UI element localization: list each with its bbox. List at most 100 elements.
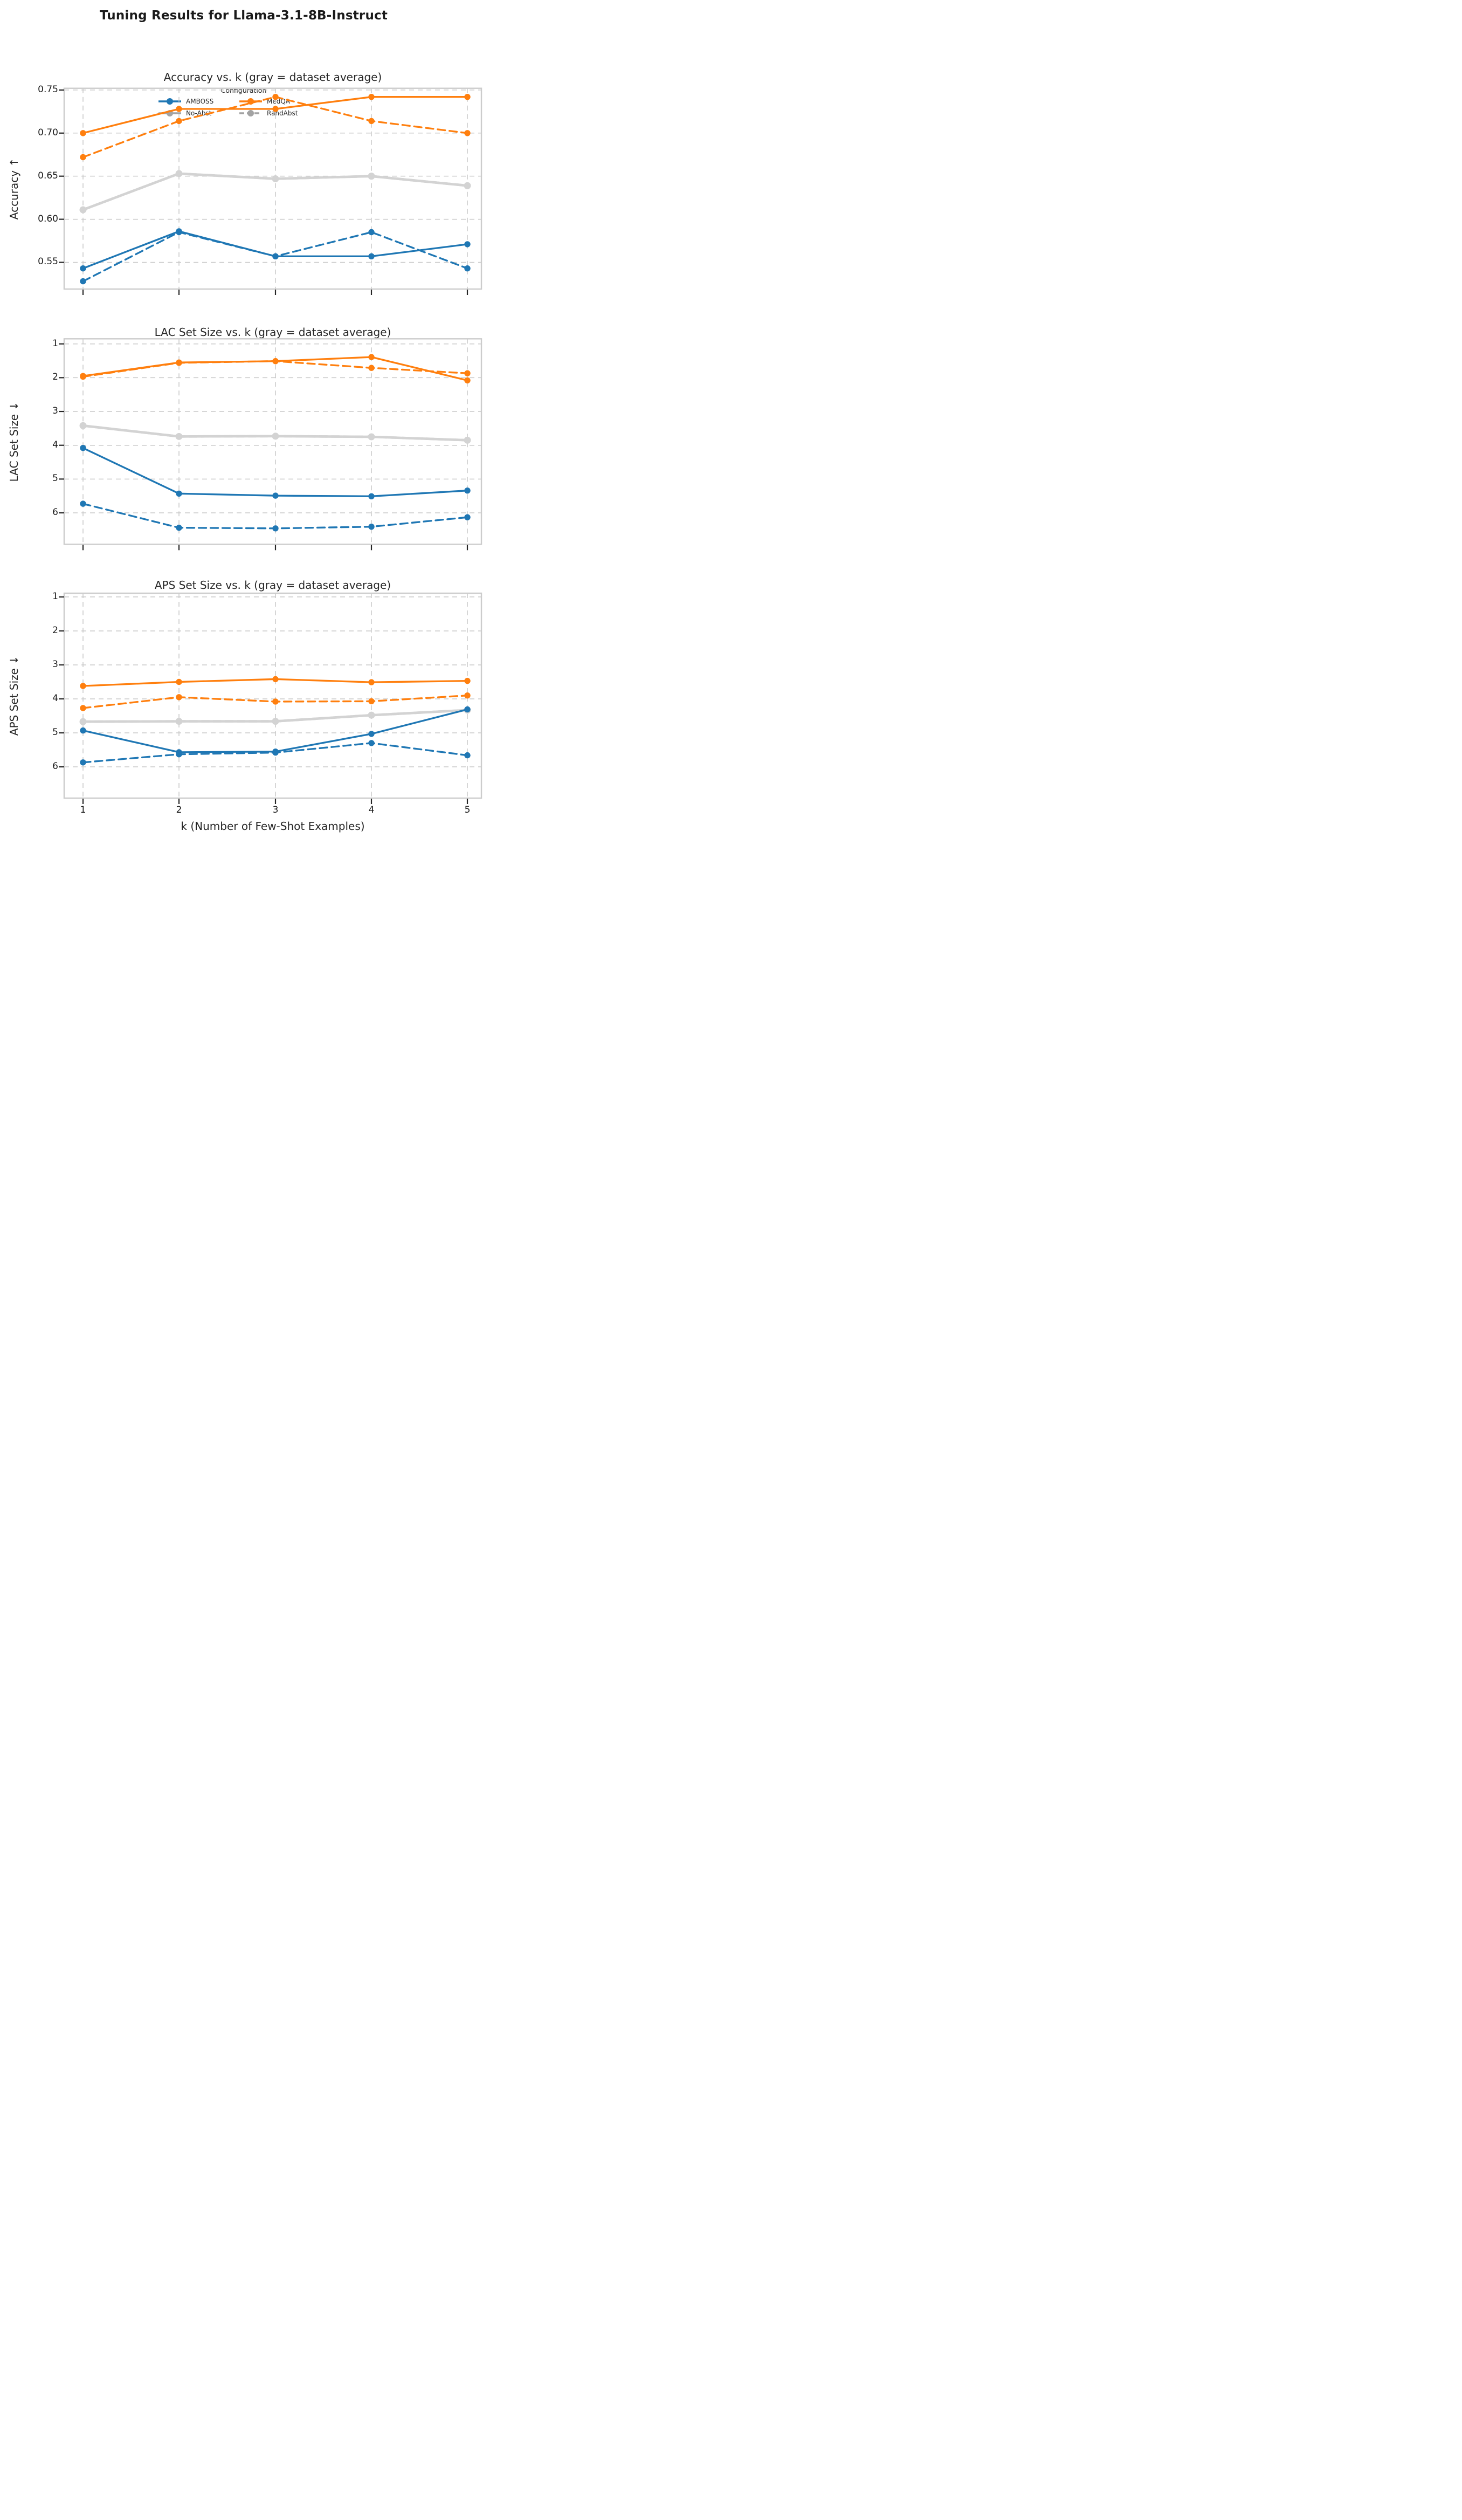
y-tick-label: 5	[52, 473, 58, 484]
plot-border	[63, 592, 482, 799]
data-point	[80, 727, 86, 734]
data-point	[368, 229, 375, 236]
x-axis-label: k (Number of Few-Shot Examples)	[181, 820, 365, 833]
data-point	[368, 679, 375, 685]
plots-canvas	[59, 87, 482, 804]
data-point	[368, 698, 375, 705]
data-point	[176, 524, 182, 531]
x-tick-label: 4	[368, 805, 375, 815]
y-tick-label: 1	[52, 590, 58, 602]
data-point	[368, 433, 375, 441]
y-tick-label: 2	[52, 624, 58, 636]
y-tick-label: 6	[52, 761, 58, 772]
data-point	[368, 94, 375, 100]
data-point	[368, 118, 375, 125]
data-point	[464, 130, 471, 136]
data-point	[176, 229, 182, 236]
data-point	[80, 445, 86, 451]
data-point	[80, 759, 86, 766]
chart-title-accuracy: Accuracy vs. k (gray = dataset average)	[163, 71, 382, 84]
data-point	[464, 706, 471, 713]
data-point	[79, 718, 87, 725]
data-point	[464, 370, 471, 376]
y-tick-label: 3	[52, 406, 58, 417]
data-point	[464, 265, 471, 272]
data-point	[368, 731, 375, 737]
data-point	[175, 718, 183, 725]
data-point	[80, 705, 86, 711]
figure: Tuning Results for Llama-3.1-8B-Instruct…	[0, 0, 487, 840]
y-tick-label: 1	[52, 338, 58, 349]
legend-item-label: No-Abst	[186, 109, 212, 117]
plot-border	[63, 87, 482, 290]
y-tick-label: 2	[52, 372, 58, 383]
y-tick-label: 0.60	[38, 213, 58, 224]
chart-title-lac: LAC Set Size vs. k (gray = dataset avera…	[154, 326, 391, 339]
data-point	[464, 514, 471, 520]
chart-1	[59, 338, 482, 551]
y-tick-label: 3	[52, 658, 58, 670]
series-line	[81, 172, 469, 211]
data-point	[272, 358, 279, 365]
x-tick-label: 2	[176, 805, 182, 815]
y-tick-label: 0.65	[38, 170, 58, 181]
figure-title: Tuning Results for Llama-3.1-8B-Instruct	[99, 9, 388, 23]
data-point	[464, 436, 471, 444]
data-point	[272, 175, 279, 182]
data-point	[80, 154, 86, 161]
data-point	[272, 525, 279, 532]
data-point	[272, 749, 279, 756]
data-point	[272, 94, 279, 100]
data-point	[79, 206, 87, 214]
y-tick-label: 0.75	[38, 84, 58, 95]
data-point	[80, 278, 86, 285]
data-point	[272, 718, 279, 725]
data-point	[176, 678, 182, 685]
data-point	[80, 373, 86, 380]
chart-0	[59, 87, 482, 295]
plot-border	[63, 338, 482, 545]
y-tick-label: 4	[52, 692, 58, 704]
data-point	[368, 173, 375, 180]
data-point	[464, 182, 471, 189]
y-tick-label: 4	[52, 439, 58, 450]
data-point	[79, 422, 87, 429]
data-point	[176, 118, 182, 125]
data-point	[176, 360, 182, 366]
data-point	[368, 740, 375, 746]
legend-item-label: AMBOSS	[186, 98, 214, 105]
data-point	[272, 492, 279, 499]
data-point	[272, 676, 279, 683]
data-point	[368, 493, 375, 499]
data-point	[464, 241, 471, 248]
solid-line-marker-icon	[158, 98, 181, 105]
data-point	[176, 694, 182, 701]
legend-item-amboss: AMBOSS	[157, 97, 238, 106]
data-point	[368, 354, 375, 360]
data-point	[80, 500, 86, 507]
y-tick-label: 6	[52, 507, 58, 518]
data-point	[80, 683, 86, 689]
data-point	[464, 487, 471, 494]
y-tick-label: 0.55	[38, 256, 58, 267]
y-tick-label: 0.70	[38, 127, 58, 138]
data-point	[272, 432, 279, 440]
chart-2	[59, 592, 482, 804]
data-point	[175, 170, 183, 177]
data-point	[80, 265, 86, 272]
legend-item-label: MedQA	[267, 98, 291, 105]
x-tick-label: 1	[80, 805, 86, 815]
x-tick-label: 5	[464, 805, 471, 815]
data-point	[176, 490, 182, 497]
data-point	[368, 253, 375, 259]
data-point	[272, 106, 279, 112]
data-point	[175, 433, 183, 440]
x-tick-label: 3	[272, 805, 279, 815]
data-point	[368, 711, 375, 719]
data-point	[464, 692, 471, 699]
data-point	[176, 106, 182, 112]
dashed-line-marker-icon	[239, 110, 262, 116]
data-point	[464, 377, 471, 384]
y-tick-label: 5	[52, 727, 58, 738]
data-point	[368, 365, 375, 371]
